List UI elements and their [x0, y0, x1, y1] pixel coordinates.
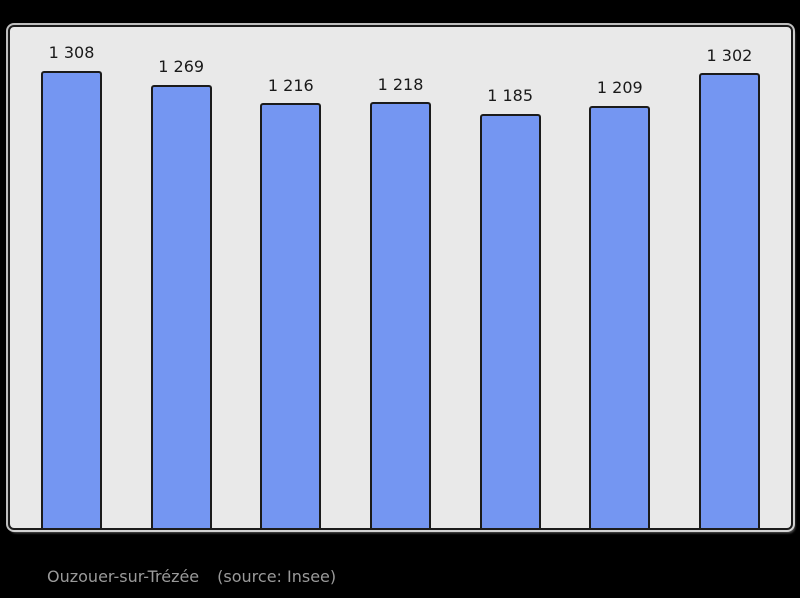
plot-area: 1 308 1 269 1 216 1 218 1 185 1 209 1 302: [10, 27, 791, 528]
bar: [260, 103, 322, 528]
bar-cell: 1 216: [260, 27, 322, 528]
chart-caption: Ouzouer-sur-Trézée (source: Insee): [47, 567, 336, 586]
bar-value-label: 1 302: [706, 45, 753, 65]
bar: [589, 105, 651, 528]
bar-value-label: 1 216: [267, 75, 314, 95]
bar: [150, 84, 212, 528]
bar-cell: 1 218: [369, 27, 431, 528]
source-credit: (source: Insee): [217, 567, 337, 586]
bar-cell: 1 269: [150, 27, 212, 528]
bar-cell: 1 209: [589, 27, 651, 528]
bar-cell: 1 185: [479, 27, 541, 528]
bar-value-label: 1 269: [158, 57, 205, 77]
population-bar-chart: 1 308 1 269 1 216 1 218 1 185 1 209 1 302: [8, 25, 793, 530]
bar-cell: 1 308: [41, 27, 102, 528]
bar: [698, 73, 760, 528]
bar-value-label: 1 185: [487, 86, 534, 106]
commune-name: Ouzouer-sur-Trézée: [47, 567, 200, 586]
bar-value-label: 1 308: [48, 43, 95, 63]
bar-cell: 1 302: [698, 27, 760, 528]
bar: [41, 71, 102, 528]
bar: [479, 114, 541, 528]
bar-value-label: 1 209: [596, 78, 643, 98]
bar: [369, 102, 431, 528]
bar-value-label: 1 218: [377, 74, 424, 94]
